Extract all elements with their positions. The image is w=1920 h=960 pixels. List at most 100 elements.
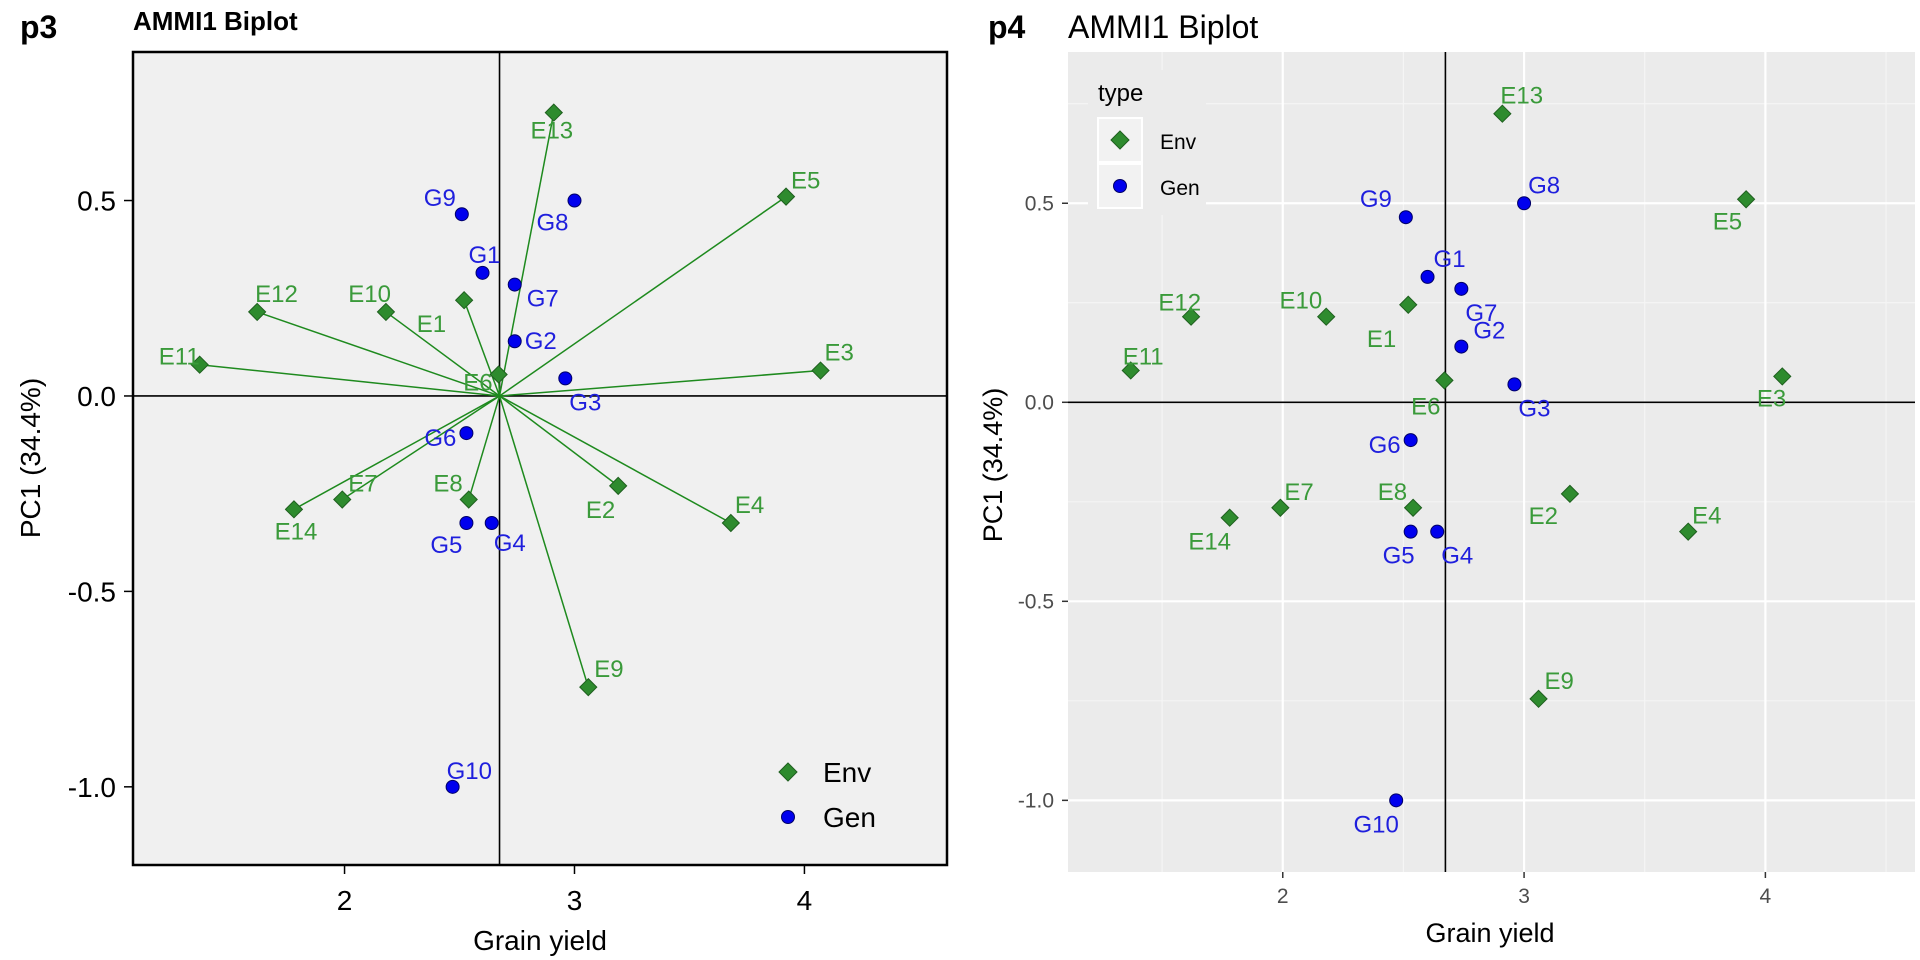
env-vector-e4 bbox=[499, 395, 732, 524]
env-point-e7 bbox=[333, 490, 352, 509]
y-tick-label: 0.5 bbox=[77, 186, 116, 217]
gen-point-g7 bbox=[507, 277, 522, 292]
gen-point-g2 bbox=[1454, 339, 1469, 354]
gen-label-g9: G9 bbox=[424, 185, 456, 212]
env-label-e3: E3 bbox=[825, 340, 854, 367]
env-vector-e1 bbox=[463, 299, 501, 397]
env-vector-e14 bbox=[293, 395, 500, 510]
env-point-e11 bbox=[1121, 361, 1140, 380]
x-axis-label-p3: Grain yield bbox=[473, 925, 607, 956]
y-axis-label-p4: PC1 (34.4%) bbox=[978, 388, 1008, 543]
env-point-e14 bbox=[284, 500, 304, 519]
gen-point-g9 bbox=[454, 207, 469, 222]
env-label-e2: E2 bbox=[586, 497, 615, 524]
env-label-e11: E11 bbox=[159, 344, 200, 371]
legend-p4-env-key bbox=[1110, 130, 1130, 150]
gen-label-g7: G7 bbox=[1465, 300, 1497, 327]
gen-label-g6: G6 bbox=[424, 425, 456, 452]
env-point-e9 bbox=[1529, 689, 1548, 709]
x-tick-label: 3 bbox=[567, 885, 583, 916]
env-point-e5 bbox=[776, 187, 796, 206]
env-point-e3 bbox=[1773, 367, 1792, 386]
env-label-e1: E1 bbox=[1367, 326, 1396, 353]
gen-point-g7 bbox=[1454, 281, 1469, 296]
gen-point-g9 bbox=[1398, 210, 1413, 225]
env-label-e7: E7 bbox=[348, 471, 377, 498]
gen-point-g6 bbox=[1403, 433, 1418, 448]
env-label-e5: E5 bbox=[1713, 208, 1742, 235]
env-label-e4: E4 bbox=[735, 492, 764, 519]
env-label-e9: E9 bbox=[1545, 668, 1574, 695]
gen-point-g3 bbox=[1507, 377, 1522, 392]
env-point-e8 bbox=[459, 490, 478, 509]
env-point-e12 bbox=[247, 302, 267, 322]
env-label-e11: E11 bbox=[1123, 343, 1164, 370]
y-tick-label: -1.0 bbox=[68, 772, 116, 803]
gen-label-g10: G10 bbox=[447, 758, 492, 785]
env-vector-e11 bbox=[199, 363, 500, 397]
env-point-e6 bbox=[1435, 371, 1454, 390]
panel-p4: p4 AMMI1 Biplot E1 E2 E3 E4 E5 E6 E7 E8 E9 E10 E11… bbox=[978, 9, 1915, 948]
gen-point-g2 bbox=[507, 334, 522, 349]
gen-label-g5: G5 bbox=[430, 532, 462, 559]
plot-area-p3 bbox=[133, 52, 947, 865]
env-point-e10 bbox=[376, 302, 396, 322]
env-point-e4 bbox=[1678, 522, 1698, 541]
env-label-e13: E13 bbox=[1500, 83, 1543, 110]
env-vector-e13 bbox=[498, 112, 555, 397]
gen-label-g2: G2 bbox=[525, 328, 557, 355]
env-label-e12: E12 bbox=[1158, 290, 1201, 317]
env-label-e2: E2 bbox=[1529, 503, 1558, 530]
y-tick-label: -0.5 bbox=[68, 576, 116, 607]
y-axis-label-p3: PC1 (34.4%) bbox=[15, 378, 46, 538]
env-point-e14 bbox=[1220, 508, 1239, 527]
env-label-e4: E4 bbox=[1692, 503, 1721, 530]
gen-label-g6: G6 bbox=[1369, 432, 1401, 459]
gen-label-g1: G1 bbox=[1434, 246, 1466, 273]
gen-point-g4 bbox=[1430, 524, 1445, 539]
gen-point-g5 bbox=[1403, 524, 1418, 539]
gen-label-g2: G2 bbox=[1473, 318, 1505, 345]
gen-point-g1 bbox=[1420, 269, 1435, 284]
env-label-e10: E10 bbox=[1279, 288, 1322, 315]
env-point-e2 bbox=[1560, 484, 1580, 504]
plot-border-p3 bbox=[131, 50, 949, 867]
env-label-e14: E14 bbox=[1188, 529, 1231, 556]
gen-label-g1: G1 bbox=[469, 242, 501, 269]
plot-layer-p4: E1 E2 E3 E4 E5 E6 E7 E8 E9 E10 E11 E12 E13 E14 G1 G2 G3 G… bbox=[1068, 52, 1915, 872]
plot-layer-p3: E1 E2 E3 E4 E5 E6 E7 E8 E9 E10 E11 E12 E13 E14 G1 G2 G3 G… bbox=[133, 52, 947, 865]
x-tick-label: 3 bbox=[1518, 885, 1530, 908]
env-label-e12: E12 bbox=[255, 281, 298, 308]
legend-p3-env-label: Env bbox=[823, 757, 871, 788]
gen-point-g10 bbox=[1389, 793, 1404, 808]
env-point-e1 bbox=[454, 290, 474, 310]
gen-label-g10: G10 bbox=[1353, 811, 1398, 838]
env-point-e7 bbox=[1271, 498, 1290, 517]
panel-tag-p3: p3 bbox=[20, 9, 57, 45]
env-label-e6: E6 bbox=[463, 369, 492, 396]
env-point-e13 bbox=[544, 103, 564, 122]
env-point-e2 bbox=[608, 476, 628, 496]
env-label-e6: E6 bbox=[1411, 393, 1440, 420]
env-point-e6 bbox=[489, 365, 508, 384]
env-vector-e12 bbox=[256, 311, 500, 397]
env-vector-e10 bbox=[385, 311, 500, 397]
panel-tag-p4: p4 bbox=[988, 9, 1026, 45]
gen-point-g6 bbox=[459, 426, 474, 441]
gen-label-g4: G4 bbox=[494, 530, 526, 557]
env-label-e9: E9 bbox=[594, 656, 623, 683]
gen-point-g1 bbox=[475, 265, 490, 280]
legend-p4-gen-key bbox=[1113, 179, 1127, 193]
env-vector-e3 bbox=[499, 369, 821, 397]
x-tick-label: 4 bbox=[1760, 885, 1772, 908]
gen-label-g8: G8 bbox=[1528, 172, 1560, 199]
gen-label-g4: G4 bbox=[1441, 543, 1473, 570]
panel-p3: p3 AMMI1 Biplot E1 E2 E3 E4 E5 E6 E7 E8 E9 E10 E11… bbox=[15, 6, 949, 956]
env-label-e8: E8 bbox=[1378, 479, 1407, 506]
gen-point-g3 bbox=[558, 371, 573, 386]
gen-label-g8: G8 bbox=[536, 210, 568, 237]
y-tick-label: 0.0 bbox=[77, 381, 116, 412]
env-label-e7: E7 bbox=[1284, 479, 1313, 506]
